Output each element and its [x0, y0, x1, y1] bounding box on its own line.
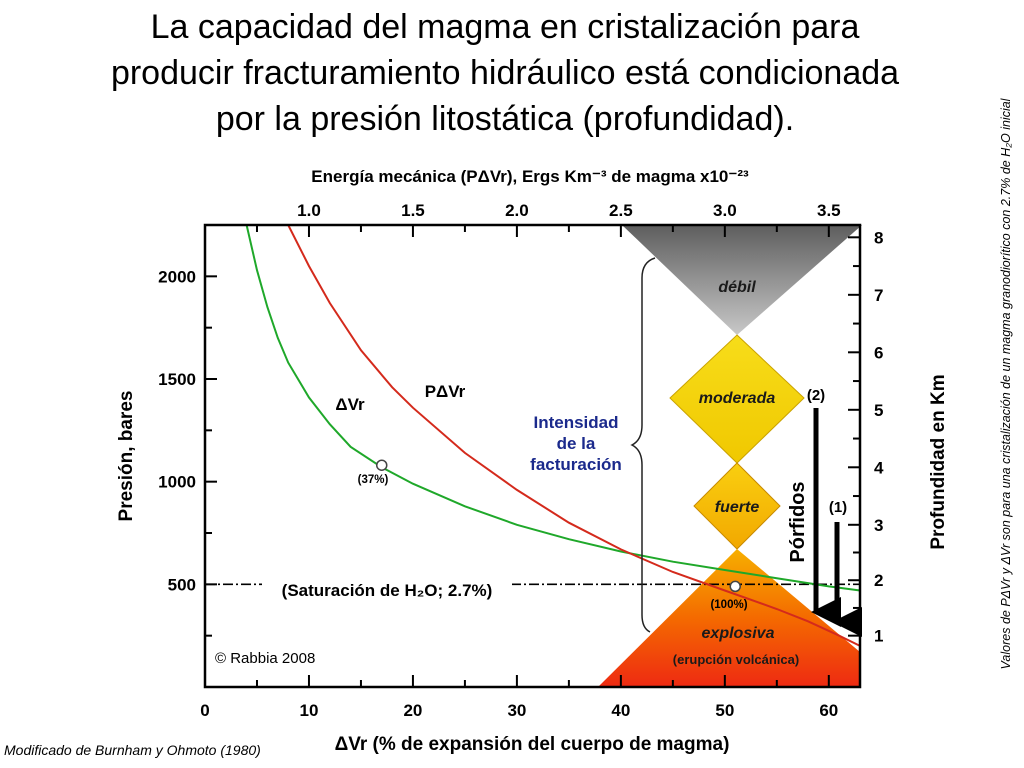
y-tick-label: 1500 — [158, 370, 196, 389]
x-tick-label: 30 — [507, 701, 526, 720]
top-tick-label: 3.5 — [817, 201, 841, 220]
arrow-label-1: (1) — [829, 499, 847, 516]
series-line-dvr — [245, 224, 861, 592]
top-tick-label: 3.0 — [713, 201, 737, 220]
source-credit: Modificado de Burnham y Ohmoto (1980) — [4, 742, 261, 758]
x-axis: 0 10 20 30 40 50 60 — [200, 675, 838, 720]
title-line-3: por la presión litostática (profundidad)… — [215, 100, 795, 138]
zone-label-debil: débil — [718, 279, 756, 296]
intensity-brace — [630, 257, 656, 633]
intensity-label-line-3: facturación — [530, 455, 622, 474]
eruption-label: (erupción volcánica) — [673, 652, 799, 667]
intensity-label-line-2: de la — [557, 434, 596, 453]
x-axis-title: ΔVr (% de expansión del cuerpo de magma) — [335, 734, 730, 755]
series-line-pdvr — [287, 224, 861, 647]
saturation-label: (Saturación de H₂O; 2.7%) — [282, 581, 493, 600]
depth-tick-label: 1 — [874, 627, 883, 646]
point-37 — [375, 459, 388, 471]
curve-label-pdvr: PΔVr — [425, 382, 466, 401]
x-tick-label: 60 — [819, 701, 838, 720]
page-title: La capacidad del magma en cristalización… — [40, 4, 970, 142]
y-tick-label: 500 — [168, 575, 196, 594]
zone-debil — [622, 225, 862, 335]
depth-axis: 1 2 3 4 5 6 7 8 — [848, 228, 884, 646]
x-tick-label: 50 — [715, 701, 734, 720]
x-tick-label: 0 — [200, 701, 209, 720]
x-tick-label: 10 — [300, 701, 319, 720]
point-label-37: (37%) — [358, 474, 389, 486]
zone-label-explosiva: explosiva — [702, 625, 775, 642]
depth-tick-label: 8 — [874, 228, 883, 247]
point-100 — [729, 580, 741, 593]
y-axis: 500 1000 1500 2000 — [158, 224, 217, 637]
porfidos-label: Pórfidos — [787, 481, 809, 562]
zone-label-moderada: moderada — [699, 390, 776, 407]
top-axis: 1.0 1.5 2.0 2.5 3.0 3.5 — [255, 201, 841, 237]
y-tick-label: 1000 — [158, 473, 196, 492]
depth-tick-label: 7 — [874, 286, 883, 305]
top-tick-label: 1.5 — [401, 201, 425, 220]
right-axis-title: Profundidad en Km — [928, 374, 949, 549]
intensity-label-line-1: Intensidad — [533, 413, 618, 432]
top-tick-label: 2.0 — [505, 201, 529, 220]
y-tick-label: 2000 — [158, 267, 196, 286]
x-tick-label: 40 — [611, 701, 630, 720]
depth-tick-label: 6 — [874, 343, 883, 362]
zone-label-fuerte: fuerte — [715, 499, 760, 516]
point-label-100: (100%) — [710, 599, 747, 611]
depth-tick-label: 2 — [874, 571, 883, 590]
title-line-1: La capacidad del magma en cristalización… — [150, 8, 860, 46]
curve-label-dvr: ΔVr — [335, 395, 365, 414]
top-tick-label: 1.0 — [297, 201, 321, 220]
depth-tick-label: 3 — [874, 516, 883, 535]
plot-frame — [203, 223, 862, 689]
y-axis-title: Presión, bares — [116, 391, 137, 522]
depth-tick-label: 5 — [874, 401, 883, 420]
arrow-label-2: (2) — [807, 387, 825, 404]
zone-explosiva — [598, 549, 860, 687]
copyright: © Rabbia 2008 — [215, 650, 315, 667]
top-axis-title: Energía mecánica (PΔVr), Ergs Km⁻³ de ma… — [311, 167, 749, 186]
intensity-label: Intensidad de la facturación — [530, 413, 622, 474]
depth-tick-label: 4 — [874, 458, 884, 477]
title-line-2: producir fracturamiento hidráulico está … — [110, 54, 900, 92]
x-tick-label: 20 — [403, 701, 422, 720]
saturation-label-bg — [262, 578, 512, 602]
top-tick-label: 2.5 — [609, 201, 633, 220]
